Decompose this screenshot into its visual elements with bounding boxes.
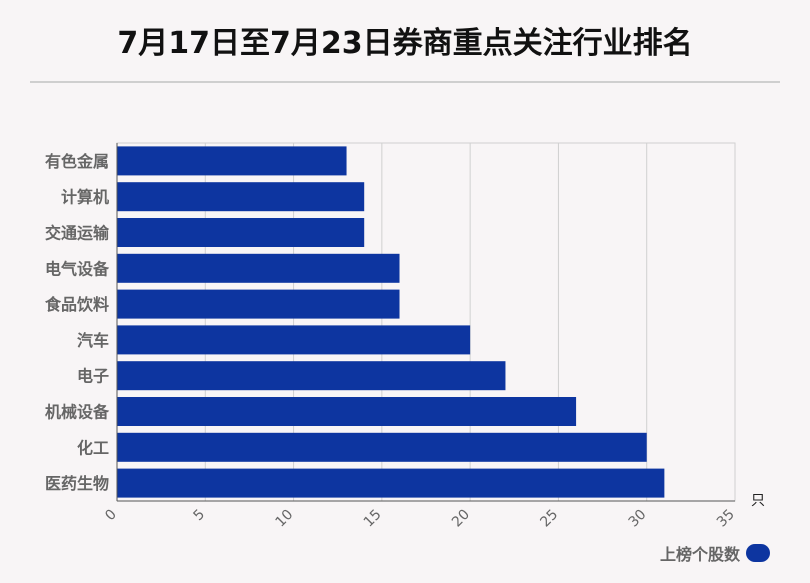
bar [117, 146, 347, 176]
x-tick-label: 30 [626, 507, 650, 531]
bar [117, 325, 471, 355]
bar [117, 218, 365, 247]
category-label: 交通运输 [45, 224, 110, 243]
x-tick-label: 15 [361, 507, 385, 531]
bar [117, 289, 400, 319]
bar [117, 397, 577, 426]
category-label: 医药生物 [45, 474, 109, 493]
title-divider [30, 81, 780, 83]
bar [117, 361, 506, 391]
x-tick-label: 20 [449, 507, 473, 531]
x-tick-label: 5 [190, 507, 208, 525]
x-axis-unit: 只 [751, 493, 765, 509]
x-tick-label: 35 [714, 507, 738, 531]
legend-swatch [746, 544, 770, 562]
category-label: 电子 [77, 367, 109, 386]
bar [117, 253, 400, 283]
category-label: 汽车 [77, 331, 109, 350]
bar [117, 468, 665, 498]
x-tick-label: 25 [537, 507, 561, 531]
bar [117, 432, 647, 462]
category-label: 机械设备 [45, 403, 110, 422]
legend-label: 上榜个股数 [659, 545, 740, 564]
x-tick-label: 0 [102, 507, 120, 525]
category-label: 食品饮料 [44, 295, 109, 314]
category-label: 有色金属 [45, 152, 109, 171]
x-tick-label: 10 [272, 507, 296, 531]
category-label: 计算机 [61, 188, 109, 207]
category-label: 电气设备 [45, 259, 110, 278]
category-label: 化工 [77, 438, 109, 457]
chart-title: 7月17日至7月23日券商重点关注行业排名 [117, 26, 693, 61]
legend: 上榜个股数 [660, 541, 770, 565]
bar [117, 182, 365, 212]
